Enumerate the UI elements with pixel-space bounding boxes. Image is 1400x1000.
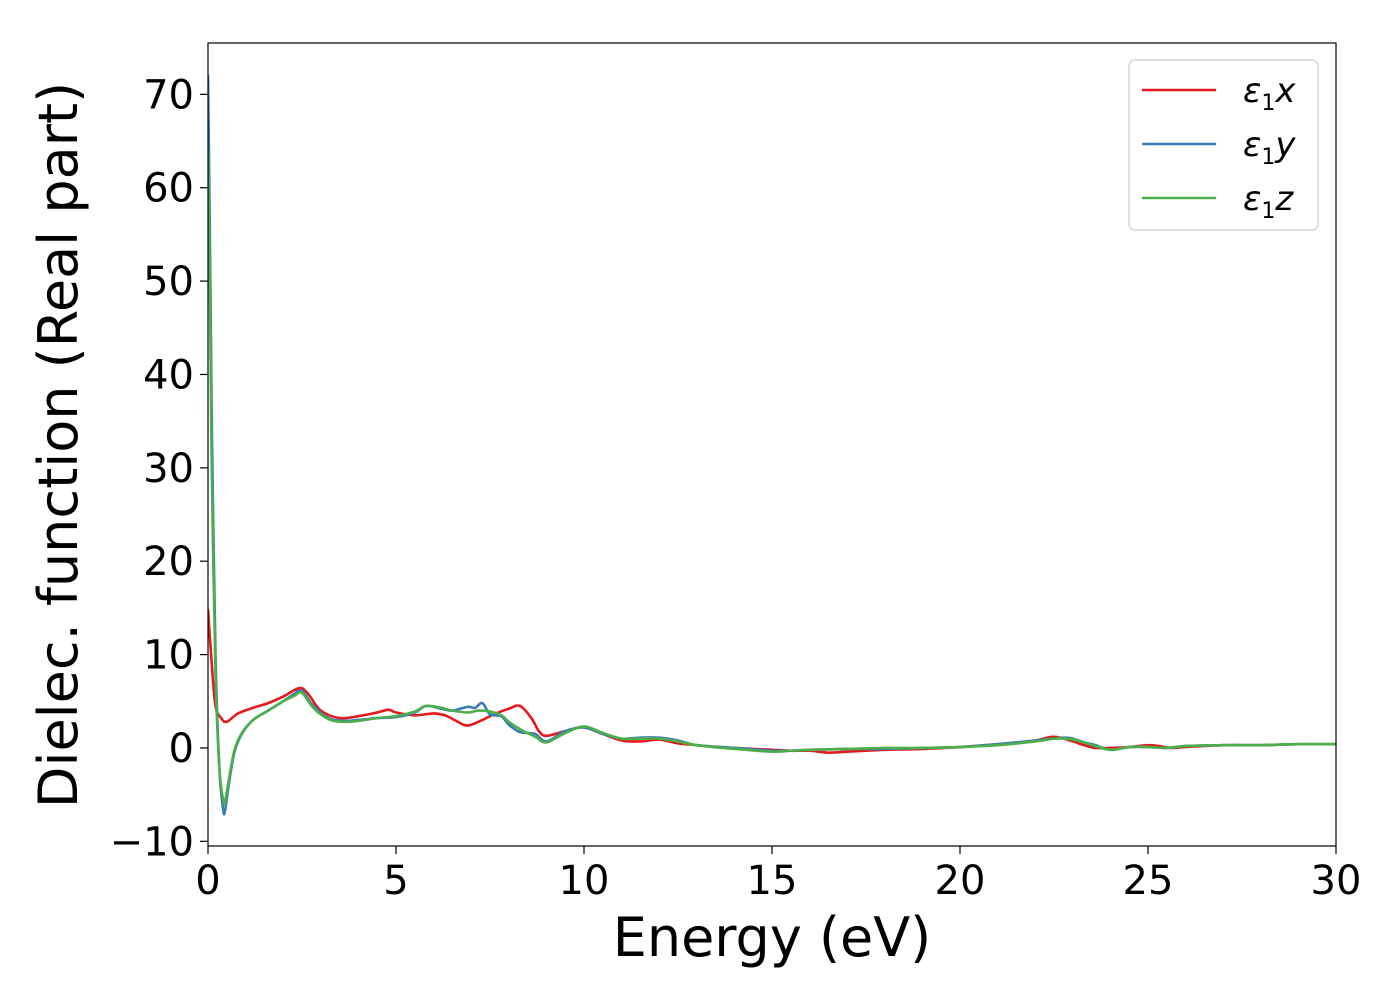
x-tick-label: 15 — [747, 858, 798, 904]
legend-label: ε1y — [1243, 125, 1296, 170]
series-line-z — [208, 149, 1336, 806]
legend-label-subscript: 1 — [1261, 199, 1275, 224]
legend-label-subscript: 1 — [1261, 91, 1275, 116]
y-axis-label: Dielec. function (Real part) — [27, 82, 90, 808]
legend-label-subscript: 1 — [1261, 145, 1275, 170]
x-axis-label: Energy (eV) — [613, 906, 932, 969]
x-axis-ticks: 0 5 10 15 20 25 30 — [195, 846, 1361, 904]
y-tick-label: 30 — [143, 446, 194, 492]
y-axis-ticks: −10 0 10 20 30 40 50 60 70 — [110, 72, 208, 865]
x-tick-label: 25 — [1123, 858, 1174, 904]
x-tick-label: 10 — [559, 858, 610, 904]
y-tick-label: 60 — [143, 166, 194, 212]
legend-label: ε1z — [1243, 179, 1294, 224]
legend-label: ε1x — [1243, 71, 1296, 116]
y-tick-label: 70 — [143, 72, 194, 118]
legend-label-component: x — [1274, 71, 1296, 111]
legend-label-component: y — [1274, 125, 1296, 165]
legend-label-component: z — [1274, 179, 1294, 219]
y-tick-label: 10 — [143, 633, 194, 679]
y-tick-label: −10 — [110, 819, 194, 865]
legend-label-base: ε — [1243, 71, 1261, 111]
legend-label-base: ε — [1243, 179, 1261, 219]
legend-box — [1128, 59, 1319, 231]
x-tick-label: 5 — [383, 858, 408, 904]
y-tick-label: 20 — [143, 539, 194, 585]
legend-label-base: ε — [1243, 125, 1261, 165]
y-tick-label: 40 — [143, 352, 194, 398]
x-tick-label: 30 — [1311, 858, 1362, 904]
series-layer — [208, 74, 1336, 816]
y-tick-label: 50 — [143, 259, 194, 305]
y-tick-label: 0 — [169, 726, 194, 772]
x-tick-label: 0 — [195, 858, 220, 904]
x-tick-label: 20 — [935, 858, 986, 904]
